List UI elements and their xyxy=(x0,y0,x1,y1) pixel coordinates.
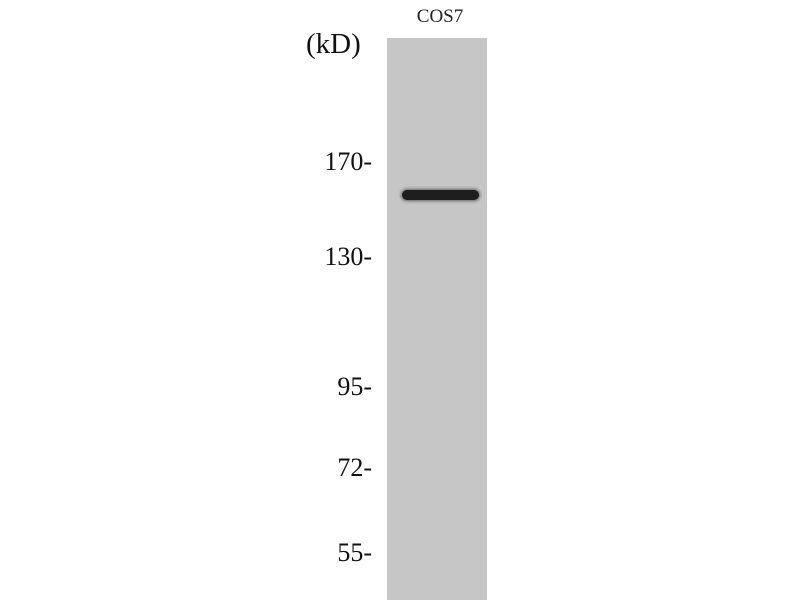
unit-label: (kD) xyxy=(306,28,361,60)
marker-55: 55- xyxy=(337,538,372,567)
marker-95: 95- xyxy=(337,372,372,401)
marker-170: 170- xyxy=(324,147,372,176)
protein-band xyxy=(402,190,479,200)
blot-lane xyxy=(387,38,487,600)
marker-72: 72- xyxy=(337,453,372,482)
lane-label: COS7 xyxy=(416,6,464,27)
marker-130: 130- xyxy=(324,242,372,271)
